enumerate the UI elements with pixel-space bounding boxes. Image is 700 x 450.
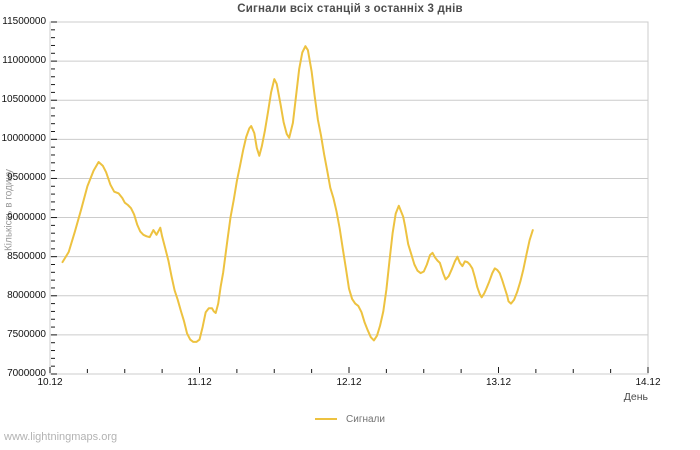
x-axis-title: День: [623, 391, 648, 403]
y-tick-label: 8500000: [7, 250, 46, 262]
y-tick-label: 10500000: [1, 94, 47, 106]
x-tick-label: 13.12: [485, 377, 512, 388]
y-tick-label: 9000000: [7, 211, 46, 223]
legend-label: Сигнали: [346, 413, 385, 425]
y-tick-label: 11500000: [2, 16, 46, 27]
y-tick-label: 11000000: [2, 55, 46, 67]
chart-title: Сигнали всіх станцій з останніх 3 днів: [237, 3, 463, 15]
y-tick-label: 7500000: [7, 328, 46, 340]
legend-line-swatch: [315, 418, 338, 420]
signal-line: [61, 45, 534, 343]
y-tick-label: 9500000: [7, 172, 46, 184]
y-tick-label: 10000000: [1, 133, 47, 145]
x-tick-label: 11.12: [187, 377, 212, 388]
y-tick-label: 8000000: [7, 289, 46, 301]
y-tick-label: 7000000: [7, 368, 46, 379]
legend: Сигнали: [0, 411, 700, 427]
x-tick-label: 10.12: [37, 377, 63, 388]
x-tick-label: 14.12: [635, 377, 661, 388]
watermark: www.lightningmaps.org: [4, 431, 118, 443]
x-tick-label: 12.12: [336, 377, 362, 388]
